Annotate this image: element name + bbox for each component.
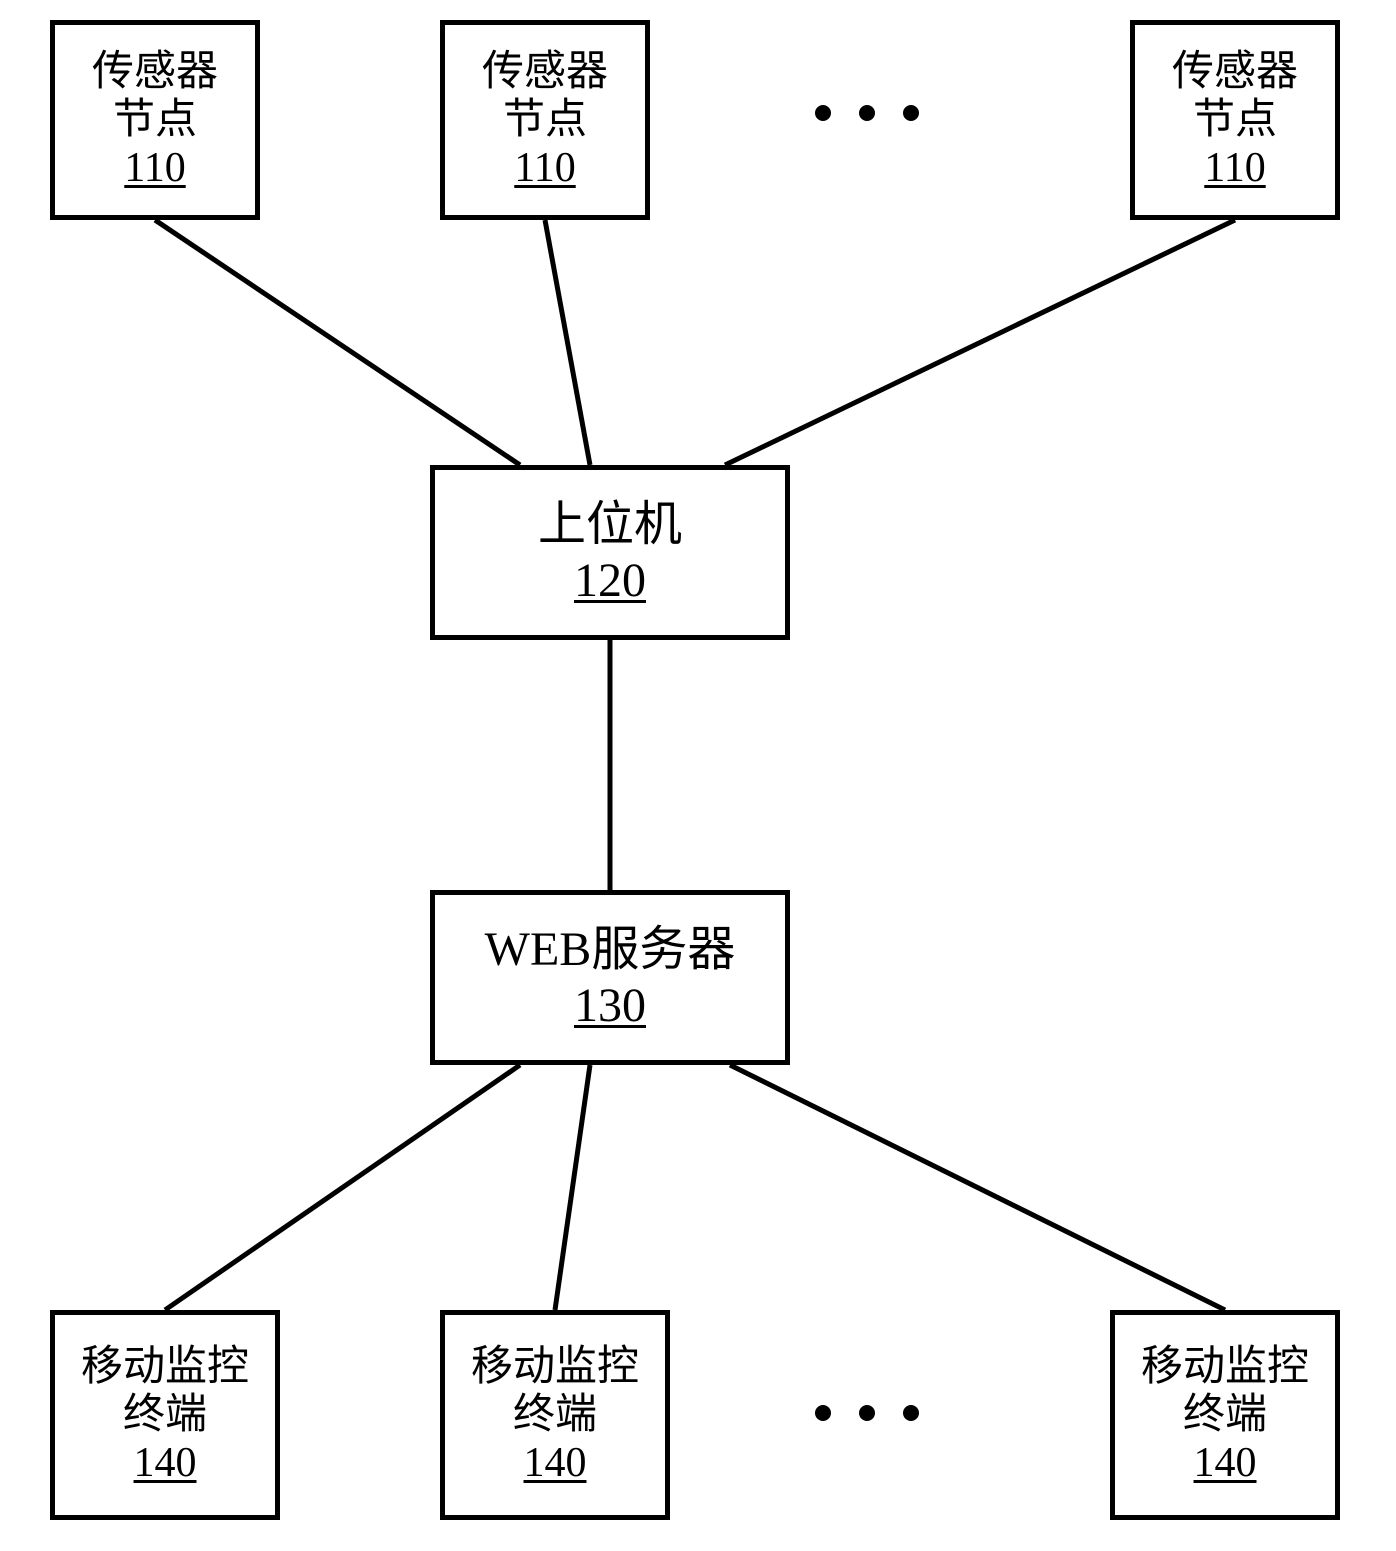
node-terminal-2: 移动监控终端 140	[440, 1310, 670, 1520]
ellipsis-bottom	[815, 1405, 919, 1421]
node-number: 110	[1204, 144, 1265, 192]
node-label: WEB服务器	[485, 922, 736, 977]
node-number: 140	[1194, 1439, 1257, 1487]
node-terminal-1: 移动监控终端 140	[50, 1310, 280, 1520]
node-sensor-3: 传感器节点 110	[1130, 20, 1340, 220]
ellipsis-dot	[815, 1405, 831, 1421]
ellipsis-top	[815, 105, 919, 121]
node-number: 140	[134, 1439, 197, 1487]
edge-line	[730, 1065, 1225, 1310]
node-label: 传感器节点	[482, 48, 608, 145]
node-host: 上位机 120	[430, 465, 790, 640]
edge-line	[545, 220, 590, 465]
node-label: 上位机	[538, 497, 682, 552]
node-number: 120	[574, 553, 646, 608]
ellipsis-dot	[815, 105, 831, 121]
edge-line	[165, 1065, 520, 1310]
node-label: 传感器节点	[1172, 48, 1298, 145]
node-label: 传感器节点	[92, 48, 218, 145]
ellipsis-dot	[859, 105, 875, 121]
node-terminal-3: 移动监控终端 140	[1110, 1310, 1340, 1520]
edge-line	[555, 1065, 590, 1310]
node-number: 140	[524, 1439, 587, 1487]
ellipsis-dot	[903, 105, 919, 121]
node-number: 130	[574, 978, 646, 1033]
node-label: 移动监控终端	[81, 1343, 249, 1440]
node-label: 移动监控终端	[1141, 1343, 1309, 1440]
edge-line	[725, 220, 1235, 465]
node-number: 110	[124, 144, 185, 192]
node-sensor-2: 传感器节点 110	[440, 20, 650, 220]
node-number: 110	[514, 144, 575, 192]
ellipsis-dot	[859, 1405, 875, 1421]
edge-line	[155, 220, 520, 465]
node-label: 移动监控终端	[471, 1343, 639, 1440]
node-sensor-1: 传感器节点 110	[50, 20, 260, 220]
node-web-server: WEB服务器 130	[430, 890, 790, 1065]
ellipsis-dot	[903, 1405, 919, 1421]
